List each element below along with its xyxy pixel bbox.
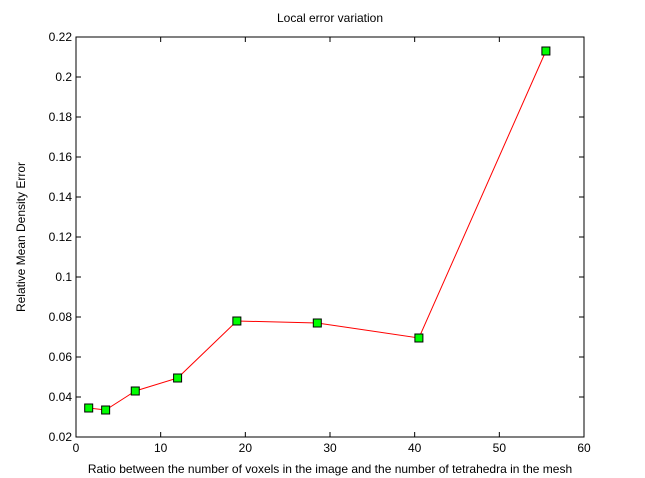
y-tick-label: 0.22	[49, 30, 73, 44]
data-point-marker	[312, 318, 322, 328]
y-tick-label: 0.06	[49, 350, 73, 364]
y-tick-label: 0.14	[49, 190, 73, 204]
y-tick-label: 0.02	[49, 430, 73, 444]
y-tick-label: 0.1	[55, 270, 72, 284]
y-tick-label: 0.18	[49, 110, 73, 124]
x-tick-label: 10	[154, 441, 168, 455]
x-tick-label: 40	[408, 441, 422, 455]
x-tick-label: 20	[239, 441, 253, 455]
series-group	[84, 46, 551, 415]
x-tick-label: 30	[323, 441, 337, 455]
x-tick-label: 50	[493, 441, 507, 455]
axis-ticks: 0 10 20 30 40 50 60 0.02 0.04 0.06 0.08 0.1 0.12 0.14…	[49, 30, 591, 455]
chart-title: Local error variation	[277, 11, 383, 25]
x-tick-label: 60	[577, 441, 591, 455]
y-axis-label: Relative Mean Density Error	[14, 162, 28, 312]
data-point-marker	[101, 405, 111, 415]
data-point-marker	[232, 316, 242, 326]
y-tick-label: 0.12	[49, 230, 73, 244]
data-point-marker	[84, 403, 94, 413]
data-point-marker	[130, 386, 140, 396]
y-tick-label: 0.08	[49, 310, 73, 324]
y-tick-label: 0.04	[49, 390, 73, 404]
data-point-marker	[541, 46, 551, 56]
x-axis-label: Ratio between the number of voxels in th…	[88, 462, 572, 476]
x-tick-label: 0	[73, 441, 80, 455]
y-tick-label: 0.16	[49, 150, 73, 164]
data-point-marker	[414, 333, 424, 343]
series-line	[88, 50, 547, 411]
data-point-marker	[173, 373, 183, 383]
plot-area	[75, 36, 585, 438]
y-tick-label: 0.2	[55, 70, 72, 84]
